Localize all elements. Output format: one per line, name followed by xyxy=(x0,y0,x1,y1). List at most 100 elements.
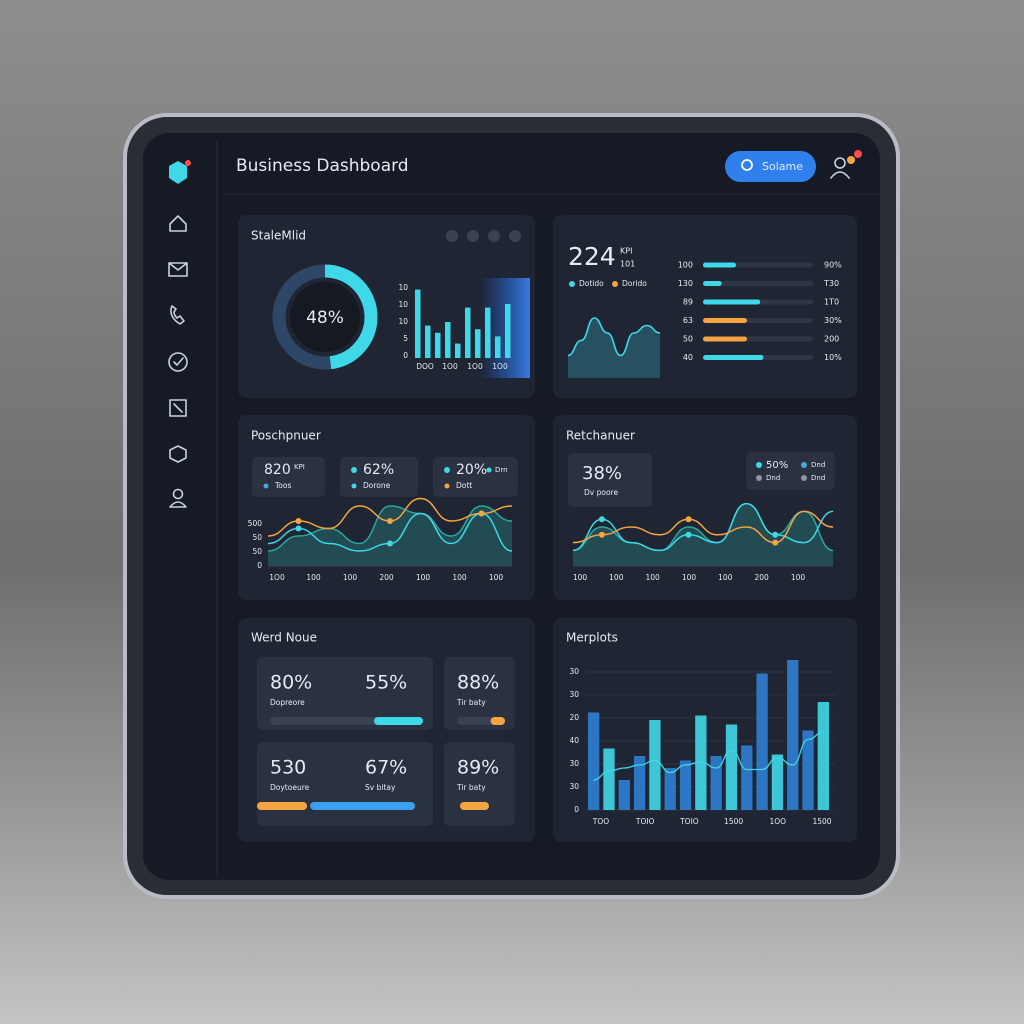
search-icon xyxy=(741,159,753,171)
tile-value: 80% xyxy=(270,672,312,694)
home-icon[interactable] xyxy=(169,215,187,232)
legend-dot xyxy=(801,462,807,468)
area-fill xyxy=(568,318,660,378)
series-line xyxy=(572,502,834,552)
legend-label: Drn xyxy=(495,466,508,474)
stat-dot xyxy=(351,467,357,473)
progress-left: 63 xyxy=(683,316,693,325)
x-axis-label: 100 xyxy=(452,573,467,582)
doc-icon[interactable] xyxy=(169,399,187,417)
y-axis-label: 0 xyxy=(403,351,408,360)
x-axis-label: 100 xyxy=(718,573,733,582)
bar xyxy=(741,745,753,810)
point xyxy=(387,540,393,547)
bar xyxy=(756,673,768,810)
y-axis-label: 10 xyxy=(398,317,408,326)
y-axis-label: 10 xyxy=(398,283,408,292)
legend-label: Dnd xyxy=(811,461,825,469)
point xyxy=(772,539,779,546)
progress-left: 100 xyxy=(678,261,693,270)
x-axis-label: 100 xyxy=(416,573,431,582)
bar xyxy=(445,322,451,358)
sidebar-icons[interactable] xyxy=(168,215,188,508)
progress-left: 40 xyxy=(683,353,693,362)
x-axis-label: 1O0 xyxy=(442,362,458,371)
panel xyxy=(238,215,535,398)
tile-value: 89% xyxy=(457,757,499,779)
bar xyxy=(588,712,600,810)
panel-title: Retchanuer xyxy=(566,429,635,443)
x-axis-label: 100 xyxy=(646,573,661,582)
phone-icon[interactable] xyxy=(170,305,185,325)
kpi-unit: KPI xyxy=(620,247,632,256)
user-icon[interactable] xyxy=(172,488,184,500)
stat-box xyxy=(568,453,652,507)
progress-fill xyxy=(490,717,505,725)
mail-icon[interactable] xyxy=(168,262,188,277)
progress-right: T30 xyxy=(823,279,839,288)
bar xyxy=(435,332,441,358)
tile-value: 55% xyxy=(365,672,407,694)
kpi-value: 224 xyxy=(568,242,616,271)
progress-left: 50 xyxy=(683,335,693,344)
bar xyxy=(664,768,676,810)
x-axis-label: 100 xyxy=(306,573,321,582)
label-dot xyxy=(263,483,269,489)
legend-label: Dnd xyxy=(811,474,825,482)
legend-dot xyxy=(756,475,762,481)
stat-box xyxy=(340,457,418,497)
network-icon[interactable] xyxy=(169,445,187,463)
bar xyxy=(495,336,501,358)
x-axis-label: 1O0 xyxy=(269,573,285,582)
check-icon[interactable] xyxy=(168,352,188,372)
bar xyxy=(695,715,707,810)
area-line xyxy=(567,317,661,357)
panel-title: StaleMlid xyxy=(251,229,306,243)
bar xyxy=(787,660,799,810)
progress-right: 90% xyxy=(824,261,842,270)
bar xyxy=(802,730,814,810)
pager-dots[interactable] xyxy=(446,230,521,242)
y-axis-label: 30 xyxy=(569,667,579,676)
bar xyxy=(679,760,692,810)
progress-fill xyxy=(703,262,736,268)
stat-box xyxy=(433,457,518,497)
avatar[interactable] xyxy=(830,150,862,179)
x-axis-label: TOO xyxy=(592,817,609,826)
point xyxy=(685,516,692,523)
tile-label: Dopreore xyxy=(270,698,305,707)
y-axis-label: 40 xyxy=(569,736,579,745)
point xyxy=(295,518,302,524)
progress-right: 1T0 xyxy=(824,298,839,307)
progress-left: 89 xyxy=(683,298,693,307)
point xyxy=(598,531,605,538)
x-axis-label: TOIO xyxy=(679,817,699,826)
label-dot xyxy=(444,483,450,489)
stat-value: 38% xyxy=(582,463,622,484)
panel-title: Merplots xyxy=(566,631,618,645)
progress-right: 10% xyxy=(824,353,842,362)
progress-fill xyxy=(703,318,747,323)
bar xyxy=(603,748,615,810)
y-axis-label: 5 xyxy=(403,334,408,343)
header-title: Business Dashboard xyxy=(236,156,409,176)
search-button[interactable] xyxy=(725,151,816,182)
x-axis-label: 1500 xyxy=(724,817,743,826)
search-label[interactable]: Solame xyxy=(762,160,803,173)
x-axis-label: 1O0 xyxy=(492,362,508,371)
legend-dot xyxy=(801,475,807,481)
stat-dot xyxy=(444,467,450,473)
bar xyxy=(415,289,421,358)
legend-dot xyxy=(756,462,762,468)
bar xyxy=(817,702,829,810)
progress-fill xyxy=(257,802,308,810)
donut-arc xyxy=(272,264,378,370)
y-axis-label: 30 xyxy=(569,782,579,791)
bar xyxy=(505,304,511,358)
tile-label: Tir baty xyxy=(456,783,486,792)
bar xyxy=(725,724,738,810)
stat-label: Dott xyxy=(456,481,472,490)
progress-right: 30% xyxy=(824,316,842,325)
point xyxy=(685,531,692,538)
